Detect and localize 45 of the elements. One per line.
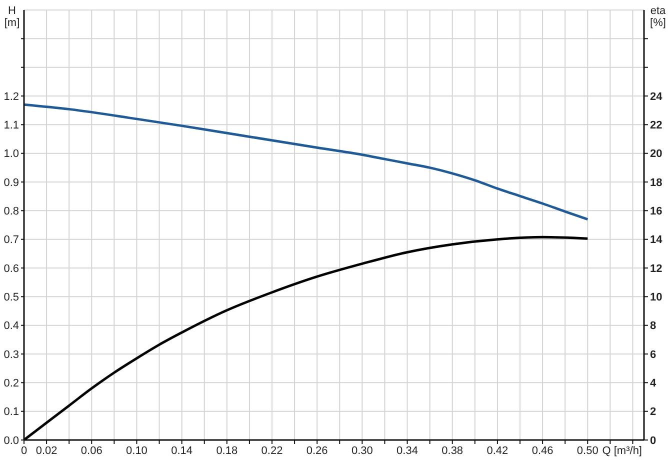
y2-tick-label: 24 — [650, 90, 664, 103]
y-tick-label: 1.1 — [4, 120, 19, 132]
y2-tick-label: 18 — [650, 176, 662, 189]
y-tick-label: 0.4 — [4, 320, 19, 332]
y2-tick-label: 6 — [650, 348, 656, 361]
x-tick-label: 0.18 — [216, 444, 238, 457]
y-tick-label: 1.2 — [4, 90, 19, 103]
x-tick-label: 0 — [20, 444, 28, 457]
x-tick-label: 0.26 — [306, 444, 328, 457]
y-tick-label: 0.5 — [4, 292, 19, 304]
y-tick-label: 0.6 — [4, 262, 19, 275]
y-tick-label: 0.3 — [4, 348, 19, 361]
y2-tick-label: 10 — [650, 292, 662, 304]
y-tick-label: 0.0 — [4, 434, 19, 447]
x-tick-label: 0.50 — [576, 444, 598, 457]
y2-tick-label: 2 — [650, 406, 656, 418]
y2-tick-label: 4 — [650, 378, 657, 390]
y-tick-label: 0.9 — [4, 176, 19, 189]
y-tick-label: 0.1 — [4, 406, 19, 418]
x-axis-title: Q [m³/h] — [602, 445, 642, 457]
y-axis-title: H [m] — [4, 5, 20, 29]
y-tick-label: 0.7 — [4, 234, 19, 246]
y2-tick-label: 14 — [650, 234, 664, 246]
line-series — [24, 236, 589, 440]
x-tick-label: 0.42 — [486, 444, 508, 457]
x-tick-label: 0.10 — [126, 444, 148, 457]
y2-tick-label: 0 — [650, 434, 656, 447]
y-tick-label: 0.2 — [4, 378, 19, 390]
x-tick-label: 0.06 — [80, 444, 102, 457]
x-tick-label: 0.14 — [171, 444, 193, 457]
y2-tick-label: 20 — [650, 148, 662, 160]
x-tick-label: 0.34 — [396, 444, 418, 457]
x-tick-label: 0.22 — [261, 444, 283, 457]
line-series — [24, 103, 589, 221]
x-tick-label: 0.02 — [36, 444, 58, 457]
y2-tick-label: 22 — [650, 120, 662, 132]
y2-tick-label: 12 — [650, 262, 662, 275]
x-tick-label: 0.30 — [351, 444, 373, 457]
y-tick-label: 0.8 — [4, 206, 19, 218]
x-tick-label: 0.38 — [442, 444, 464, 457]
y2-axis-title: eta [%] — [650, 5, 667, 29]
x-tick-label: 0.46 — [532, 444, 554, 457]
y2-tick-label: 16 — [650, 206, 662, 218]
y-tick-label: 1.0 — [4, 148, 19, 160]
y2-tick-label: 8 — [650, 320, 656, 332]
